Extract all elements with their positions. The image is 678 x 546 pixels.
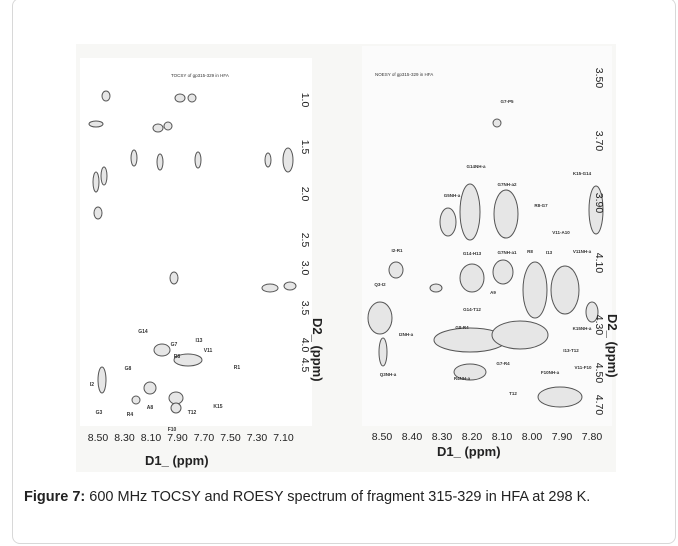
right-x-label: D1_ (ppm) (437, 444, 501, 459)
peak-label: R4NH-a (454, 376, 471, 381)
peak-label: G3 (96, 410, 103, 416)
peak-label: K15 (213, 404, 222, 410)
left-panel (80, 58, 312, 426)
y-tick-label: 3.70 (593, 131, 605, 152)
x-tick-label: 8.30 (432, 431, 453, 443)
x-tick-label: 7.30 (247, 432, 268, 444)
y-tick-label: 3.50 (593, 68, 605, 89)
peak-label: I13 (546, 250, 553, 255)
y-tick-label: 2.0 (299, 187, 311, 202)
x-tick-label: 7.90 (552, 431, 573, 443)
right-panel (362, 46, 612, 426)
peak-label: V11-A10 (552, 230, 570, 235)
peak-label: G14NH-a (466, 164, 486, 169)
peak-label: R1 (234, 365, 241, 371)
left-y-label: D2_ (ppm) (310, 318, 325, 382)
y-tick-label: 4.50 (593, 363, 605, 384)
figure: TOCSY of gp315-329 in HFA NOESY of gp315… (80, 46, 620, 468)
left-x-label: D1_ (ppm) (145, 453, 209, 468)
peak-label: Q3NH-a (380, 372, 397, 377)
peak-label: F10 (168, 427, 177, 433)
peak-label: G8 (125, 366, 132, 372)
peak-label: A9 (490, 290, 496, 295)
peak-label: G7-P5 (500, 99, 514, 104)
peak-label: I2 (90, 382, 94, 388)
x-tick-label: 7.50 (220, 432, 241, 444)
peak-label: G8-R4 (455, 325, 469, 330)
peak-label: R4 (127, 412, 134, 418)
x-tick-label: 7.70 (194, 432, 215, 444)
peak-label: F10NH-a (541, 370, 560, 375)
x-tick-label: 8.00 (522, 431, 543, 443)
x-tick-label: 8.50 (88, 432, 109, 444)
peak-label: K15NH-a (573, 326, 592, 331)
peak-label: T12 (188, 410, 197, 416)
x-tick-label: 8.20 (462, 431, 483, 443)
left-title: TOCSY of gp315-329 in HFA (171, 73, 229, 78)
x-tick-label: 8.50 (372, 431, 393, 443)
y-tick-label: 4.10 (593, 253, 605, 274)
peak-label: V11NH-a (573, 249, 592, 254)
peak-label: G14 (138, 329, 148, 335)
peak-label: G7NH-a1 (497, 250, 517, 255)
peak-label: R8 (174, 354, 181, 360)
y-tick-label: 4.30 (593, 315, 605, 336)
figure-card (12, 0, 676, 544)
peak-label: G14-H13 (463, 251, 482, 256)
peak-label: V11 (204, 348, 213, 354)
y-tick-label: 3.90 (593, 193, 605, 214)
y-tick-label: 4.5 (299, 358, 311, 373)
peak-label: K15-G14 (573, 171, 592, 176)
y-tick-label: 1.5 (299, 140, 311, 155)
peak-label: I2-R1 (391, 248, 403, 253)
x-tick-label: 8.40 (402, 431, 423, 443)
peak-label: I13 (196, 338, 203, 344)
peak-label: T12 (509, 391, 517, 396)
peak-label: G7 (171, 342, 178, 348)
peak-label: A8 (147, 405, 154, 411)
peak-label: G7-R4 (496, 361, 510, 366)
x-tick-label: 8.10 (141, 432, 162, 444)
peak-label: I13-T12 (563, 348, 579, 353)
peak-label: Q3-I2 (374, 282, 386, 287)
peak-label: V11-F10 (574, 365, 592, 370)
peak-label: G7NH-a2 (497, 182, 517, 187)
y-tick-label: 3.0 (299, 261, 311, 276)
caption-text: 600 MHz TOCSY and ROESY spectrum of frag… (85, 489, 591, 505)
x-tick-label: 7.90 (167, 432, 188, 444)
peak-label: R8 (527, 249, 533, 254)
peak-label: G14-T12 (463, 307, 481, 312)
x-tick-label: 7.10 (273, 432, 294, 444)
y-tick-label: 2.5 (299, 233, 311, 248)
y-tick-label: 3.5 (299, 301, 311, 316)
y-tick-label: 4.0 (299, 338, 311, 353)
caption: Figure 7: 600 MHz TOCSY and ROESY spectr… (24, 488, 664, 507)
y-tick-label: 1.0 (299, 93, 311, 108)
peak-label: R8-G7 (534, 203, 548, 208)
caption-label: Figure 7: (24, 489, 86, 505)
right-title: NOESY of gp315-329 in HFA (375, 72, 433, 77)
left-contours (88, 90, 297, 414)
x-tick-label: 8.30 (114, 432, 135, 444)
peak-label: G5NH-a (444, 193, 461, 198)
peak-label: I2NH-a (399, 332, 414, 337)
right-y-label: D2_ (ppm) (605, 314, 620, 378)
right-contours (367, 118, 604, 408)
x-tick-label: 7.80 (582, 431, 603, 443)
x-tick-label: 8.10 (492, 431, 513, 443)
y-tick-label: 4.70 (593, 395, 605, 416)
